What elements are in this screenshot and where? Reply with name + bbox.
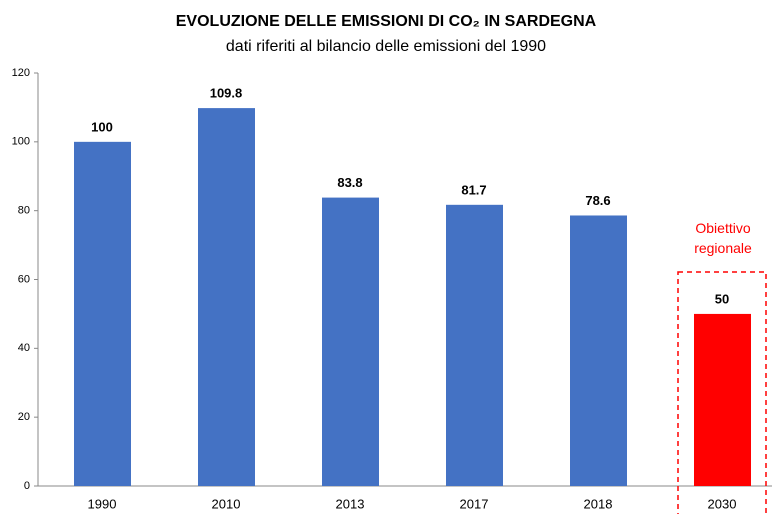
y-tick-label: 60 [18, 273, 30, 285]
target-box [677, 271, 767, 514]
bar [694, 313, 751, 486]
bar [74, 141, 131, 487]
bar [446, 204, 503, 486]
data-label: 109.8 [210, 86, 243, 101]
bar [570, 215, 627, 487]
y-tick-label: 20 [18, 411, 30, 423]
x-tick-label: 1990 [88, 496, 117, 511]
annotation: Obiettivo regionale [694, 220, 752, 256]
data-label: 100 [91, 119, 113, 134]
bar [198, 108, 255, 486]
chart-title: EVOLUZIONE DELLE EMISSIONI DI CO₂ IN SAR… [176, 13, 597, 30]
y-tick-label: 0 [24, 480, 30, 492]
x-tick-label: 2030 [708, 496, 737, 511]
data-label: 50 [715, 291, 729, 306]
y-tick-label: 80 [18, 205, 30, 217]
y-tick-label: 120 [12, 67, 30, 79]
data-label: 83.8 [337, 175, 362, 190]
y-tick-label: 100 [12, 136, 30, 148]
bar [322, 197, 379, 487]
x-tick-label: 2013 [336, 496, 365, 511]
y-tick-label: 40 [18, 342, 30, 354]
x-tick-label: 2010 [212, 496, 241, 511]
data-label: 81.7 [461, 182, 486, 197]
x-tick-label: 2017 [460, 496, 489, 511]
chart-subtitle: dati riferiti al bilancio delle emission… [226, 38, 546, 55]
data-label: 78.6 [585, 193, 610, 208]
x-tick-label: 2018 [584, 496, 613, 511]
